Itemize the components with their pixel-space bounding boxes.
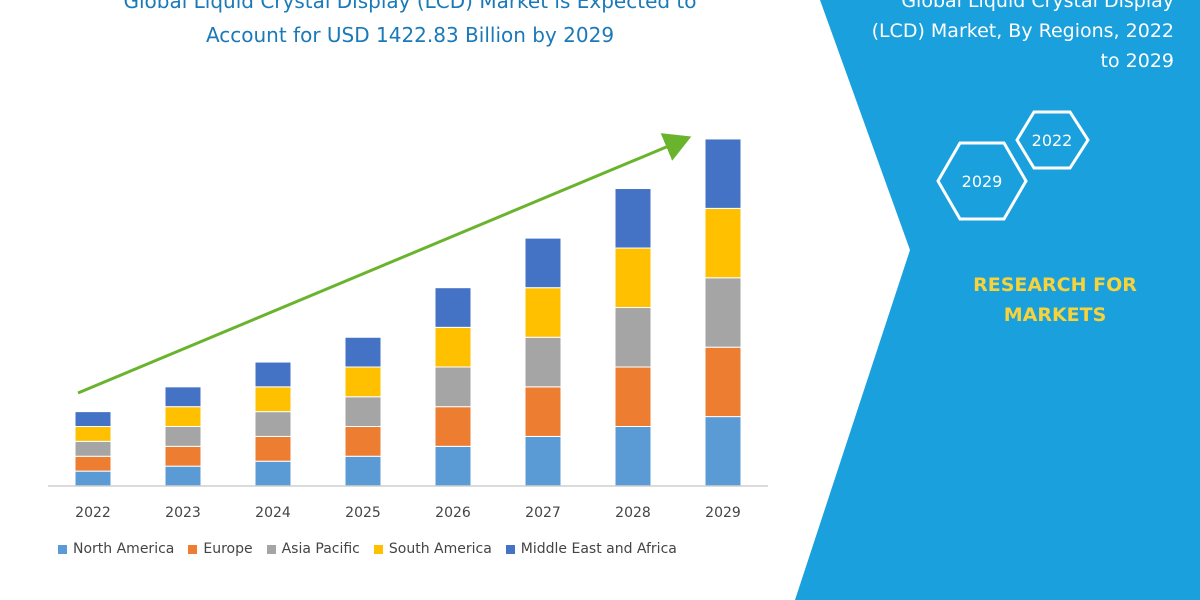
legend-swatch — [266, 544, 276, 554]
bar-segment-2025-north-america — [344, 455, 382, 487]
bar-segment-2027-south-america — [524, 287, 562, 338]
legend-item-middle-east-and-africa: Middle East and Africa — [505, 541, 677, 557]
bar-segment-2027-middle-east-and-africa — [524, 237, 562, 289]
bar-segment-2023-asia-pacific — [164, 426, 202, 447]
chart-legend: North America Europe Asia Pacific South Ame… — [58, 538, 677, 560]
x-tick-label-2027: 2027 — [525, 505, 561, 521]
bar-segment-2025-middle-east-and-africa — [344, 336, 382, 368]
bar-segment-2022-north-america — [74, 470, 112, 487]
legend-item-europe: Europe — [188, 541, 253, 557]
x-tick-label-2024: 2024 — [255, 505, 291, 521]
bar-segment-2026-asia-pacific — [434, 366, 472, 408]
bar-segment-2028-asia-pacific — [614, 307, 652, 368]
side-panel-title-line-2: (LCD) Market, By Regions, 2022 — [871, 20, 1174, 42]
bar-segment-2027-europe — [524, 386, 562, 437]
chart-title: Global Liquid Crystal Display (LCD) Mark… — [60, 0, 760, 52]
bar-segment-2029-asia-pacific — [704, 277, 742, 348]
bar-segment-2022-asia-pacific — [74, 440, 112, 457]
legend-swatch — [505, 544, 515, 554]
bar-segment-2026-europe — [434, 406, 472, 447]
bar-series-group — [74, 138, 742, 487]
hex-label-2029: 2029 — [962, 172, 1003, 191]
bar-segment-2023-north-america — [164, 465, 202, 487]
bar-segment-2029-europe — [704, 346, 742, 418]
bar-segment-2024-middle-east-and-africa — [254, 361, 292, 388]
bar-segment-2022-middle-east-and-africa — [74, 411, 112, 428]
legend-swatch — [188, 544, 198, 554]
x-tick-label-2026: 2026 — [435, 505, 471, 521]
bar-segment-2026-south-america — [434, 326, 472, 368]
legend-label: Europe — [203, 541, 253, 557]
bar-segment-2026-middle-east-and-africa — [434, 287, 472, 328]
stacked-bar-chart: 2022 2023 2024 2025 2026 2027 2028 2029 — [48, 133, 768, 521]
brand-logo-text: RESEARCH FOR MARKETS — [935, 270, 1175, 330]
legend-swatch — [373, 544, 383, 554]
bar-segment-2022-europe — [74, 455, 112, 472]
legend-label: South America — [388, 541, 492, 557]
chart-title-line-1: Global Liquid Crystal Display (LCD) Mark… — [123, 0, 697, 13]
legend-label: North America — [73, 541, 175, 557]
bar-segment-2025-europe — [344, 426, 382, 457]
bar-segment-2024-asia-pacific — [254, 411, 292, 437]
side-panel-title-line-3: to 2029 — [1100, 50, 1174, 72]
brand-line-2: MARKETS — [1003, 304, 1107, 326]
growth-trend-arrow — [77, 133, 692, 395]
hex-label-2022: 2022 — [1032, 131, 1073, 150]
bar-segment-2025-asia-pacific — [344, 396, 382, 428]
bar-segment-2028-europe — [614, 366, 652, 428]
legend-item-south-america: South America — [373, 541, 492, 557]
x-tick-label-2025: 2025 — [345, 505, 381, 521]
bar-segment-2023-middle-east-and-africa — [164, 386, 202, 408]
bar-segment-2029-north-america — [704, 416, 742, 487]
legend-label: Middle East and Africa — [520, 541, 677, 557]
bar-segment-2028-north-america — [614, 426, 652, 487]
hexagon-2029 — [936, 141, 1028, 221]
x-tick-label-2022: 2022 — [75, 505, 111, 521]
x-tick-label-2029: 2029 — [705, 505, 741, 521]
x-tick-label-2023: 2023 — [165, 505, 201, 521]
legend-item-north-america: North America — [58, 541, 174, 557]
bar-segment-2029-south-america — [704, 207, 742, 279]
hexagon-2022 — [1015, 110, 1090, 170]
legend-swatch — [58, 544, 67, 554]
side-panel-title-line-1: Global Liquid Crystal Display — [901, 0, 1174, 12]
blue-side-panel — [795, 0, 1200, 600]
x-axis-ticks: 2022 2023 2024 2025 2026 2027 2028 2029 — [75, 505, 741, 521]
bar-segment-2023-europe — [164, 445, 202, 467]
bar-segment-2022-south-america — [74, 426, 112, 442]
bar-segment-2027-north-america — [524, 435, 562, 487]
bar-segment-2028-south-america — [614, 247, 652, 309]
brand-line-1: RESEARCH FOR — [973, 274, 1137, 296]
legend-item-asia-pacific: Asia Pacific — [266, 541, 360, 557]
bar-segment-2024-south-america — [254, 386, 292, 413]
legend-label: Asia Pacific — [281, 541, 360, 557]
bar-segment-2028-middle-east-and-africa — [614, 188, 652, 249]
bar-segment-2023-south-america — [164, 406, 202, 428]
bar-segment-2026-north-america — [434, 445, 472, 487]
x-tick-label-2028: 2028 — [615, 505, 651, 521]
chart-title-line-2: Account for USD 1422.83 Billion by 2029 — [205, 23, 615, 47]
bar-segment-2029-middle-east-and-africa — [704, 138, 742, 209]
bar-segment-2024-north-america — [254, 460, 292, 487]
bar-segment-2025-south-america — [344, 366, 382, 398]
side-panel-title: Global Liquid Crystal Display (LCD) Mark… — [814, 0, 1174, 76]
bar-segment-2027-asia-pacific — [524, 336, 562, 388]
bar-segment-2024-europe — [254, 435, 292, 462]
